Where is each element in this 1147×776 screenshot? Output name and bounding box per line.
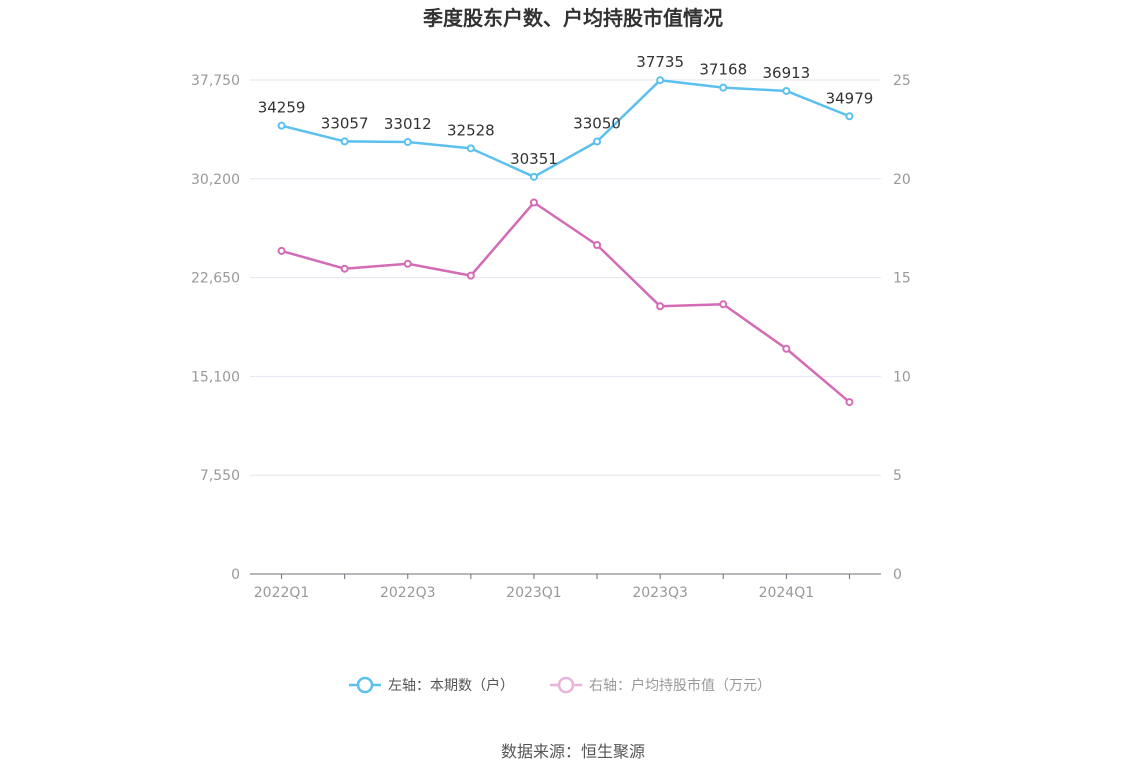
x-tick-label: 2022Q1 xyxy=(254,585,310,601)
data-label: 34979 xyxy=(826,89,874,107)
series-2-point[interactable] xyxy=(403,259,412,268)
left-y-tick-label: 37,750 xyxy=(191,73,240,89)
data-label: 36913 xyxy=(762,64,810,82)
series-line-2 xyxy=(281,201,851,404)
legend-item-2[interactable]: 右轴：户均持股市值（万元） xyxy=(550,676,771,694)
data-label: 30351 xyxy=(510,150,558,168)
series-1-point[interactable] xyxy=(656,76,665,85)
series-1-point[interactable] xyxy=(403,138,412,147)
series-2-point[interactable] xyxy=(719,300,728,309)
left-axis-ticks: 0 7,550 15,100 22,650 30,200 37,750 xyxy=(191,73,240,583)
grid-lines xyxy=(250,79,881,476)
right-y-tick-label: 5 xyxy=(893,468,902,484)
left-y-tick-label: 22,650 xyxy=(191,271,240,287)
series-1-point[interactable] xyxy=(593,137,602,146)
series-2-point[interactable] xyxy=(529,198,538,207)
legend-swatch-circle xyxy=(557,676,575,694)
legend-swatch-circle xyxy=(356,676,374,694)
data-label: 33057 xyxy=(321,114,369,132)
data-label: 37168 xyxy=(699,61,747,79)
series-1-point[interactable] xyxy=(719,83,728,92)
right-y-tick-label: 20 xyxy=(893,172,911,188)
series-1-point[interactable] xyxy=(340,137,349,146)
series-1-point[interactable] xyxy=(845,112,854,121)
right-y-tick-label: 10 xyxy=(893,369,911,385)
series-2-point[interactable] xyxy=(593,240,602,249)
source-note: 数据来源：恒生聚源 xyxy=(501,742,645,761)
data-label: 37735 xyxy=(636,53,684,71)
series-2-point[interactable] xyxy=(277,246,286,255)
left-y-tick-label: 30,200 xyxy=(191,172,240,188)
x-tick-label: 2023Q3 xyxy=(632,585,688,601)
series-line-1 xyxy=(281,78,850,179)
series-2-point[interactable] xyxy=(466,271,475,280)
right-y-tick-label: 15 xyxy=(893,271,911,287)
series-2-point[interactable] xyxy=(845,398,854,407)
x-tick-label: 2024Q1 xyxy=(759,585,815,601)
right-y-tick-label: 0 xyxy=(893,567,902,583)
left-y-tick-label: 0 xyxy=(231,567,240,583)
data-label: 34259 xyxy=(258,99,306,117)
legend-label: 左轴：本期数（户） xyxy=(388,677,514,694)
left-y-tick-label: 15,100 xyxy=(191,369,240,385)
chart-title: 季度股东户数、户均持股市值情况 xyxy=(422,6,723,30)
x-tick-label: 2022Q3 xyxy=(380,585,436,601)
series-1-point[interactable] xyxy=(466,144,475,153)
series-2-point[interactable] xyxy=(782,344,791,353)
series-layer: 34259 33057 33012 32528 30351 33050 37735 37168… xyxy=(258,53,874,407)
data-label: 32528 xyxy=(447,121,495,139)
legend-item-1[interactable]: 左轴：本期数（户） xyxy=(349,676,514,694)
data-label: 33050 xyxy=(573,115,621,133)
series-2-point[interactable] xyxy=(656,302,665,311)
data-label: 33012 xyxy=(384,115,432,133)
x-axis: 2022Q1 2022Q3 2023Q1 2023Q3 2024Q1 xyxy=(250,573,881,601)
x-tick-label: 2023Q1 xyxy=(506,585,562,601)
legend[interactable]: 左轴：本期数（户） 右轴：户均持股市值（万元） xyxy=(349,676,771,694)
series-1-point[interactable] xyxy=(277,121,286,130)
left-y-tick-label: 7,550 xyxy=(200,468,240,484)
right-axis-ticks: 0 5 10 15 20 25 xyxy=(893,73,911,583)
legend-label: 右轴：户均持股市值（万元） xyxy=(589,677,771,694)
series-1-point[interactable] xyxy=(529,172,538,181)
series-1-point[interactable] xyxy=(782,86,791,95)
series-2-point[interactable] xyxy=(340,264,349,273)
right-y-tick-label: 25 xyxy=(893,73,911,89)
